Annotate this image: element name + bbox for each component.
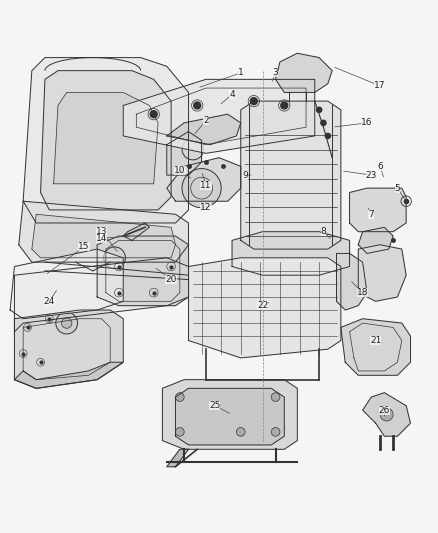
Polygon shape xyxy=(53,92,158,184)
Text: 6: 6 xyxy=(377,162,383,171)
Circle shape xyxy=(251,98,257,104)
Polygon shape xyxy=(123,79,315,154)
Circle shape xyxy=(150,111,157,118)
Text: 4: 4 xyxy=(229,90,235,99)
Text: 26: 26 xyxy=(379,406,390,415)
Text: 22: 22 xyxy=(257,301,268,310)
Text: 14: 14 xyxy=(96,233,107,243)
Circle shape xyxy=(176,427,184,436)
Text: 13: 13 xyxy=(96,227,107,236)
Polygon shape xyxy=(276,53,332,92)
Polygon shape xyxy=(341,319,410,375)
Polygon shape xyxy=(232,232,350,275)
Polygon shape xyxy=(358,245,406,301)
Polygon shape xyxy=(241,101,341,249)
Text: 3: 3 xyxy=(273,68,279,77)
Circle shape xyxy=(182,168,221,208)
Polygon shape xyxy=(10,249,123,319)
Text: 17: 17 xyxy=(374,82,386,91)
Circle shape xyxy=(321,120,326,125)
Circle shape xyxy=(281,102,288,109)
Polygon shape xyxy=(23,58,188,223)
Text: 1: 1 xyxy=(238,68,244,77)
Text: 12: 12 xyxy=(200,203,212,212)
Circle shape xyxy=(194,102,201,109)
Polygon shape xyxy=(363,393,410,436)
Circle shape xyxy=(56,312,78,334)
Polygon shape xyxy=(14,362,123,389)
Polygon shape xyxy=(167,132,201,175)
Text: 20: 20 xyxy=(166,275,177,284)
Text: 15: 15 xyxy=(78,243,90,252)
Text: 23: 23 xyxy=(366,171,377,180)
Polygon shape xyxy=(167,114,241,144)
Polygon shape xyxy=(14,310,123,389)
Polygon shape xyxy=(162,379,297,449)
Polygon shape xyxy=(19,201,188,262)
Text: 16: 16 xyxy=(361,118,373,127)
Polygon shape xyxy=(123,223,149,240)
Polygon shape xyxy=(97,236,188,305)
Polygon shape xyxy=(167,158,241,201)
Circle shape xyxy=(176,393,184,401)
Circle shape xyxy=(237,427,245,436)
Text: 24: 24 xyxy=(44,297,55,306)
Text: 5: 5 xyxy=(395,184,400,192)
Text: 9: 9 xyxy=(242,171,248,180)
Circle shape xyxy=(317,107,322,112)
Text: 2: 2 xyxy=(203,116,209,125)
Polygon shape xyxy=(167,449,188,467)
Text: 25: 25 xyxy=(209,401,220,410)
Circle shape xyxy=(271,393,280,401)
Polygon shape xyxy=(14,258,188,332)
Polygon shape xyxy=(350,188,406,232)
Polygon shape xyxy=(358,228,393,254)
Polygon shape xyxy=(336,254,367,310)
Polygon shape xyxy=(188,258,341,358)
Text: 18: 18 xyxy=(357,288,368,297)
Circle shape xyxy=(61,318,72,328)
Circle shape xyxy=(380,408,393,421)
Text: 11: 11 xyxy=(200,181,212,190)
Text: 21: 21 xyxy=(370,336,381,345)
Circle shape xyxy=(325,133,330,139)
Text: 10: 10 xyxy=(174,166,186,175)
Text: 7: 7 xyxy=(368,210,374,219)
Circle shape xyxy=(104,247,125,269)
Polygon shape xyxy=(32,214,176,258)
Polygon shape xyxy=(176,389,284,445)
Text: 8: 8 xyxy=(321,227,326,236)
Circle shape xyxy=(271,427,280,436)
Polygon shape xyxy=(41,71,171,210)
